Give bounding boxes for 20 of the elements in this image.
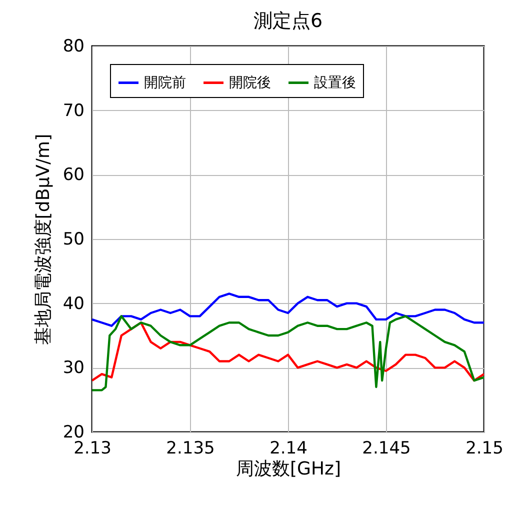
chart-title: 測定点6 xyxy=(253,10,323,32)
x-tick-label: 2.15 xyxy=(466,438,504,458)
y-tick-label: 60 xyxy=(62,165,84,186)
y-tick-label: 70 xyxy=(62,100,84,121)
x-tick-label: 2.135 xyxy=(166,438,215,458)
x-tick-label: 2.13 xyxy=(74,438,112,458)
y-tick-label: 40 xyxy=(62,294,84,314)
line-series xyxy=(92,315,484,392)
legend-label: 開院後 xyxy=(229,74,271,91)
y-axis-title: 基地局電波強度[dBμV/m] xyxy=(32,134,54,346)
legend-label: 開院前 xyxy=(144,74,186,91)
y-tick-label: 50 xyxy=(62,230,84,250)
legend-label: 設置後 xyxy=(314,74,356,91)
line-series xyxy=(92,292,484,327)
y-tick-label: 30 xyxy=(62,358,84,378)
x-tick-label: 2.14 xyxy=(270,438,308,458)
x-tick-label: 2.145 xyxy=(362,438,411,458)
x-axis-title: 周波数[GHz] xyxy=(236,458,341,480)
y-tick-label: 80 xyxy=(62,36,84,56)
line-series xyxy=(92,322,484,382)
